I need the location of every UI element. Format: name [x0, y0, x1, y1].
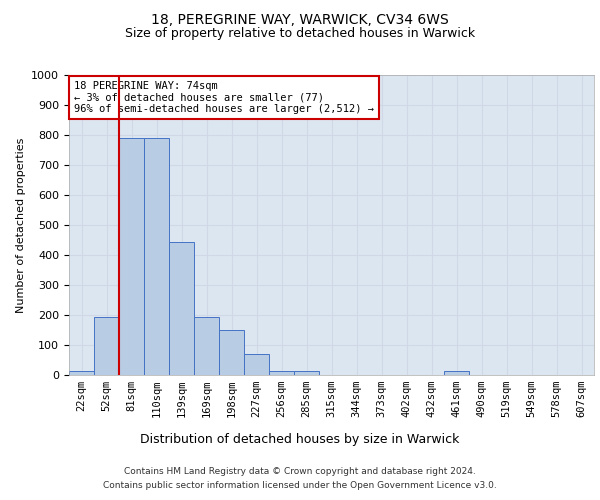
Bar [219, 330, 244, 375]
Bar [69, 370, 94, 375]
Bar [194, 316, 219, 375]
Text: Contains HM Land Registry data © Crown copyright and database right 2024.: Contains HM Land Registry data © Crown c… [124, 468, 476, 476]
Text: Size of property relative to detached houses in Warwick: Size of property relative to detached ho… [125, 28, 475, 40]
Bar [269, 370, 294, 375]
Bar [94, 316, 119, 375]
Text: Distribution of detached houses by size in Warwick: Distribution of detached houses by size … [140, 432, 460, 446]
Y-axis label: Number of detached properties: Number of detached properties [16, 138, 26, 312]
Bar [444, 370, 469, 375]
Bar [294, 370, 319, 375]
Text: 18 PEREGRINE WAY: 74sqm
← 3% of detached houses are smaller (77)
96% of semi-det: 18 PEREGRINE WAY: 74sqm ← 3% of detached… [74, 81, 374, 114]
Bar [119, 138, 144, 375]
Bar [244, 354, 269, 375]
Text: 18, PEREGRINE WAY, WARWICK, CV34 6WS: 18, PEREGRINE WAY, WARWICK, CV34 6WS [151, 12, 449, 26]
Bar [169, 242, 194, 375]
Text: Contains public sector information licensed under the Open Government Licence v3: Contains public sector information licen… [103, 481, 497, 490]
Bar [144, 138, 169, 375]
